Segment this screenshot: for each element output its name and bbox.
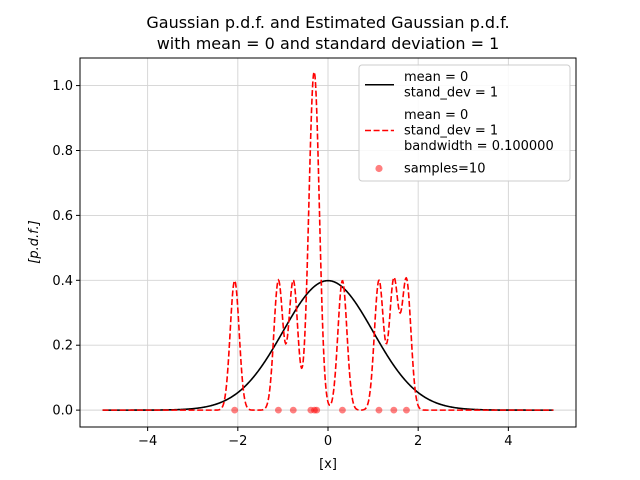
y-tick-label: 0.0 — [52, 404, 73, 419]
chart-title-line-1: Gaussian p.d.f. and Estimated Gaussian p… — [146, 13, 509, 32]
sample-point — [289, 406, 297, 414]
y-tick-label: 0.6 — [52, 209, 73, 224]
legend-entry-text: mean = 0 — [404, 108, 468, 123]
x-tick-label: −2 — [228, 434, 247, 449]
sample-point — [275, 406, 282, 414]
y-tick-label: 1.0 — [52, 79, 73, 94]
sample-point — [231, 406, 239, 414]
ticks: −4 −2 0 2 4 0.0 0.2 0.4 0.6 0.8 1.0 — [52, 79, 512, 449]
y-tick-label: 0.2 — [52, 339, 73, 354]
sample-point — [403, 406, 410, 414]
y-axis-label: [p.d.f.] — [27, 220, 42, 263]
x-tick-label: −4 — [138, 434, 157, 449]
legend-box — [358, 64, 571, 182]
x-tick-label: 4 — [504, 434, 512, 449]
x-axis-label: [x] — [319, 457, 337, 472]
legend-entry-text: samples=10 — [404, 162, 485, 177]
legend-entry-text: stand_dev = 1 — [404, 124, 498, 139]
plot-area — [102, 70, 554, 414]
x-tick-label: 0 — [324, 434, 332, 449]
legend-entry-text: mean = 0 — [404, 70, 468, 85]
sample-point — [375, 406, 383, 414]
chart-title-line-2: with mean = 0 and standard deviation = 1 — [157, 34, 500, 53]
y-tick-label: 0.4 — [52, 274, 73, 289]
kde-estimate-line — [102, 70, 554, 411]
x-tick-label: 2 — [414, 434, 422, 449]
sample-point — [339, 406, 346, 414]
sample-point — [390, 406, 398, 414]
legend-entry-text: bandwidth = 0.100000 — [404, 139, 554, 154]
sample-point — [313, 406, 321, 414]
y-tick-label: 0.8 — [52, 144, 73, 159]
legend-marker-samples — [375, 164, 383, 173]
legend-entry-text: stand_dev = 1 — [404, 86, 498, 101]
